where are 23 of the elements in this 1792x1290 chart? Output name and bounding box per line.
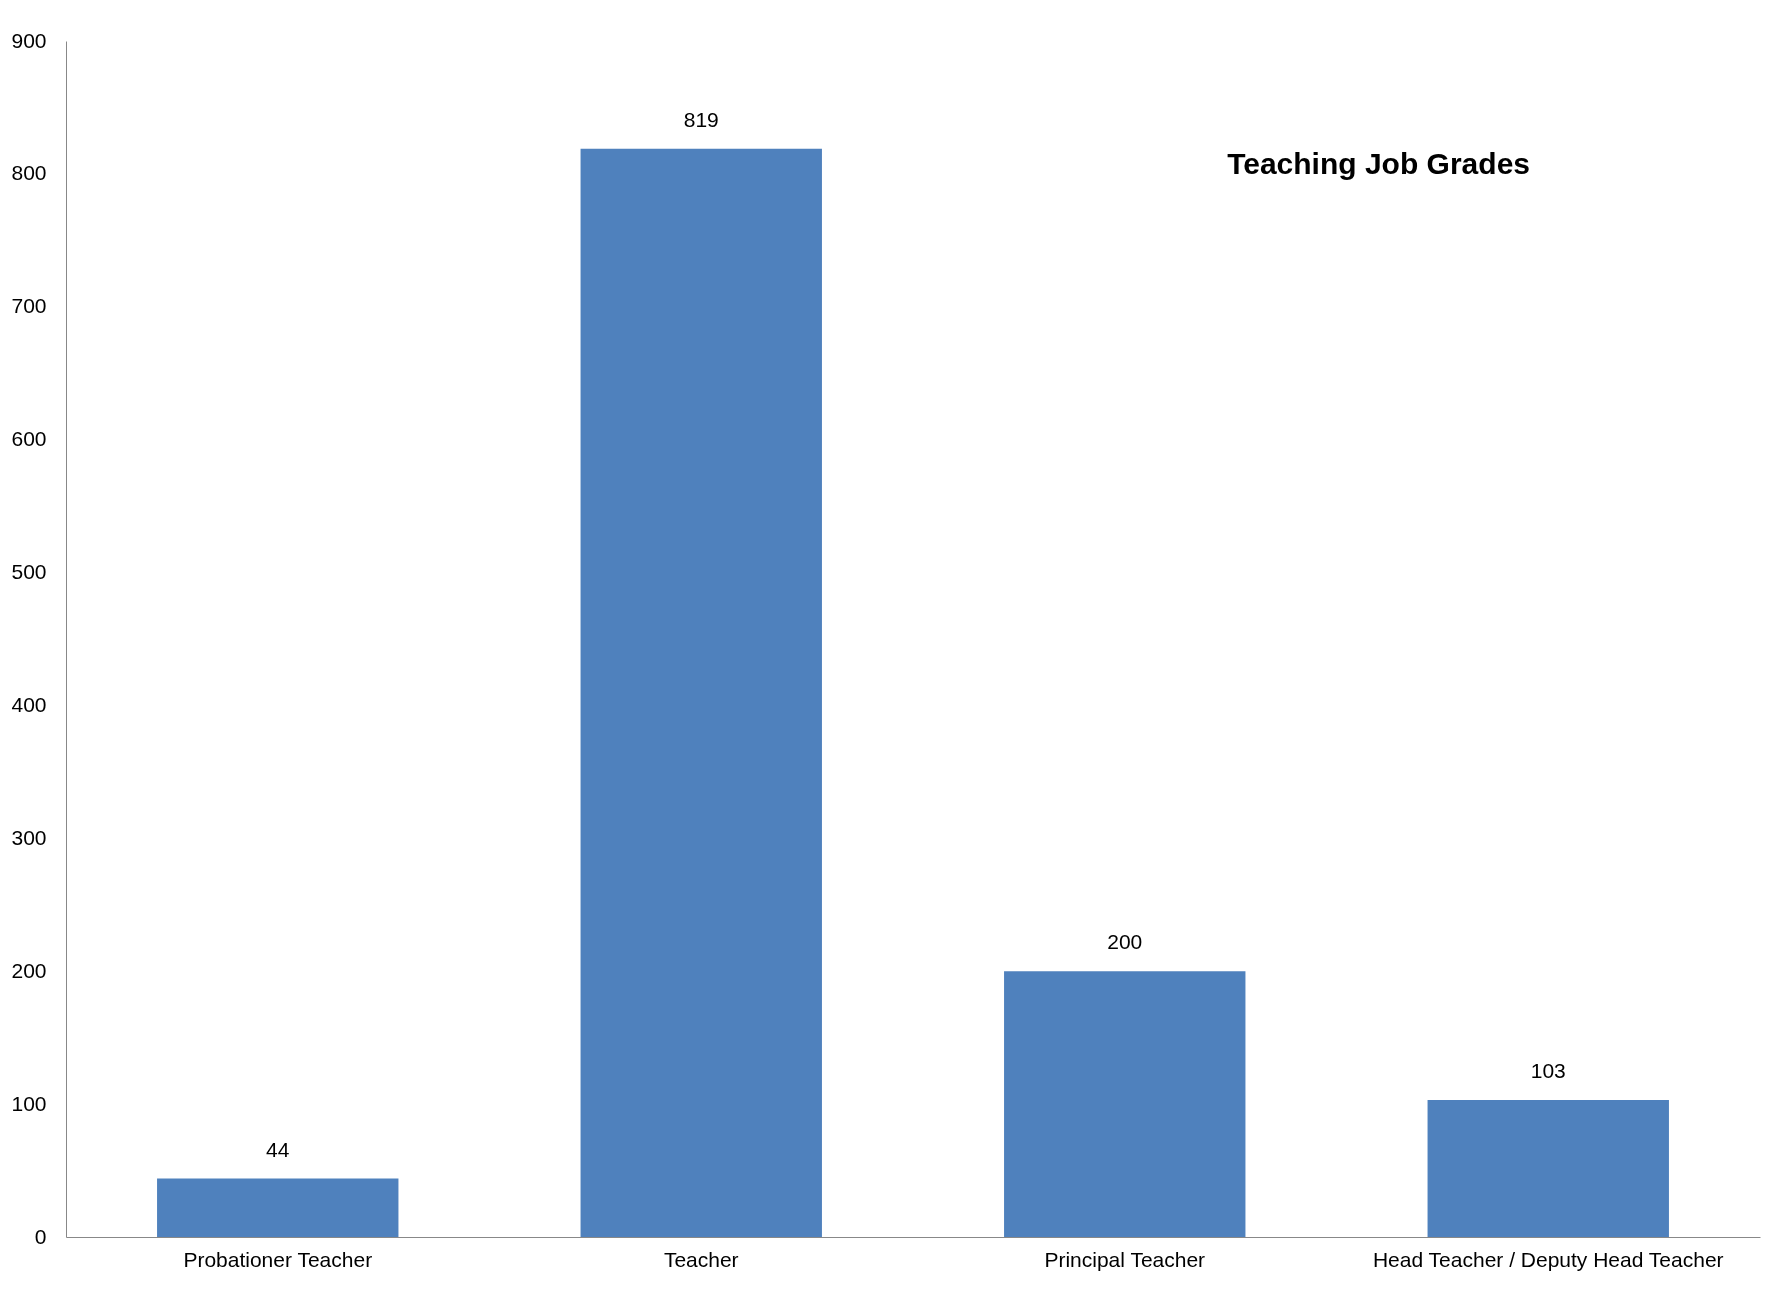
bar [580,148,822,1237]
text: Teaching Job Grades [1227,147,1530,180]
x-tick-label: Probationer Teacher [183,1247,373,1271]
x-tick-label: Head Teacher / Deputy Head Teacher [1372,1247,1724,1271]
x-tick-label: Principal Teacher [1044,1247,1206,1271]
data-label: 44 [266,1137,290,1161]
y-tick-label: 700 [11,294,47,318]
y-tick-label: 0 [34,1224,47,1248]
y-tick-label: 300 [11,825,47,849]
y-tick-label: 500 [11,560,47,584]
y-tick-label: 900 [11,28,47,52]
y-tick-label: 200 [11,958,47,982]
y-tick-label: 100 [11,1091,47,1115]
y-tick-label: 800 [11,161,47,185]
data-label: 200 [1107,930,1143,954]
y-tick-label: 400 [11,692,47,716]
bar [157,1178,399,1237]
y-tick-label: 600 [11,427,47,451]
x-tick-label: Teacher [663,1247,739,1271]
bar [1004,971,1246,1237]
data-label: 103 [1530,1059,1566,1083]
bar [1427,1100,1669,1237]
data-label: 819 [683,107,719,131]
